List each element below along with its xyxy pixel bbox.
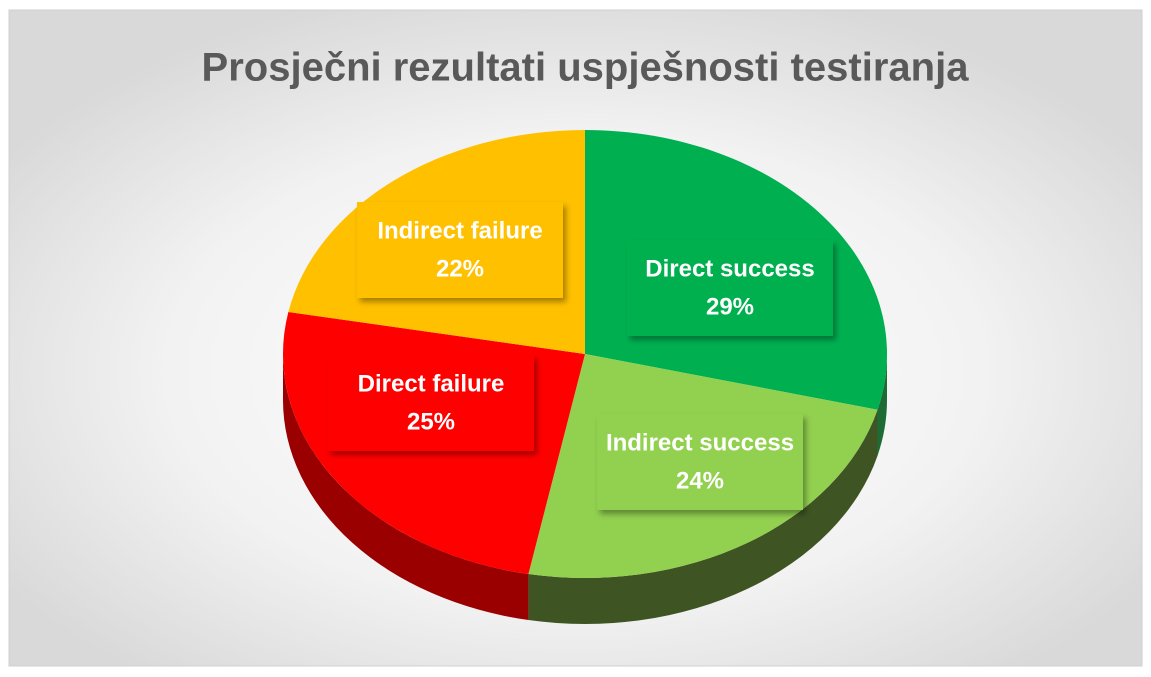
pie-side <box>877 354 887 456</box>
data-label-category: Direct failure <box>358 370 505 397</box>
data-label-box <box>328 355 534 451</box>
data-label-value: 22% <box>436 255 484 282</box>
chart-title: Prosječni rezultati uspješnosti testiran… <box>202 46 970 90</box>
data-label-box <box>627 240 833 336</box>
data-label-category: Direct success <box>645 255 814 282</box>
pie-side <box>528 409 878 625</box>
data-label-box <box>357 202 563 298</box>
data-label-value: 29% <box>706 293 754 320</box>
data-label-category: Indirect failure <box>377 217 542 244</box>
data-label-box <box>597 414 803 510</box>
data-label-value: 25% <box>407 408 455 435</box>
data-label-value: 24% <box>676 467 724 494</box>
data-label-category: Indirect success <box>606 429 794 456</box>
pie-side <box>283 354 529 621</box>
